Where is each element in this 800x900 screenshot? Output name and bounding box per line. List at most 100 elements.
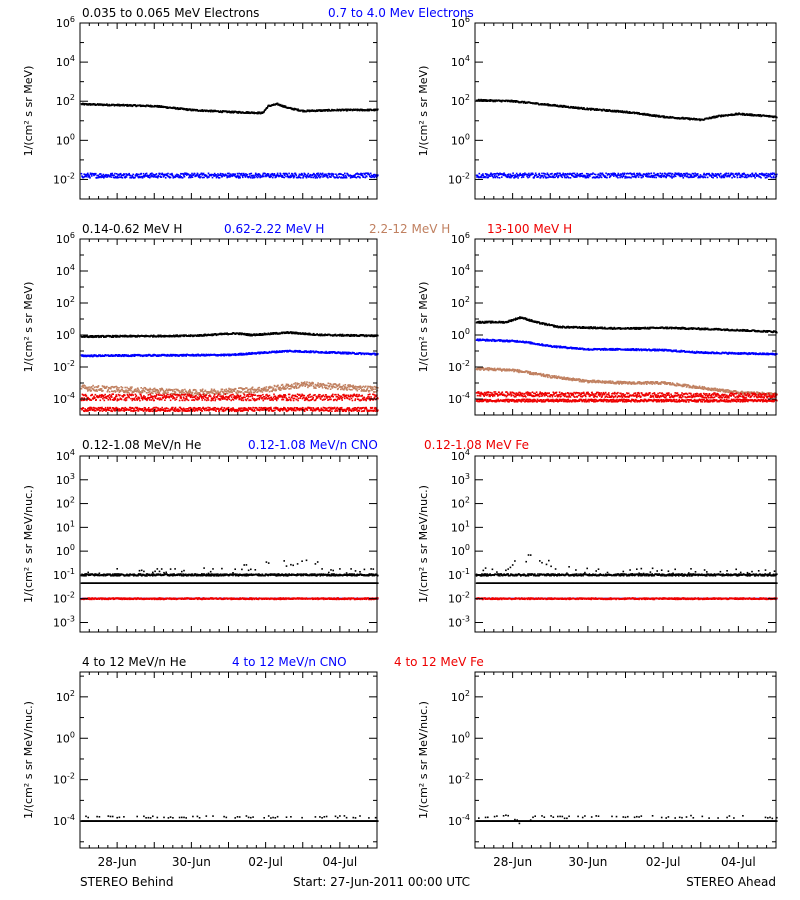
- data-point: [314, 177, 317, 179]
- data-point: [362, 385, 365, 388]
- data-point: [112, 393, 114, 395]
- data-point: [110, 104, 113, 107]
- data-point: [174, 176, 176, 179]
- data-point: [191, 109, 193, 112]
- data-point: [250, 176, 252, 179]
- data-point: [371, 176, 373, 178]
- data-point: [223, 175, 226, 177]
- data-point: [279, 173, 282, 175]
- data-point: [352, 174, 355, 177]
- data-point: [104, 393, 106, 396]
- row-electrons-label-1: 0.035 to 0.065 MeV Electrons: [82, 6, 259, 20]
- data-point: [251, 175, 253, 177]
- data-point: [621, 111, 623, 113]
- data-point: [201, 172, 203, 175]
- data-point: [331, 108, 333, 111]
- data-point: [93, 172, 96, 175]
- data-point: [294, 172, 297, 175]
- data-point: [117, 173, 119, 176]
- y-tick-label: 10-2: [448, 171, 470, 186]
- data-point: [183, 391, 185, 394]
- data-point: [103, 394, 105, 397]
- data-point: [641, 176, 643, 179]
- data-point: [581, 172, 583, 175]
- data-point: [87, 104, 90, 106]
- data-point: [374, 109, 376, 112]
- data-point: [273, 173, 276, 175]
- data-point: [527, 174, 530, 177]
- data-point: [554, 104, 556, 106]
- data-point: [250, 391, 253, 394]
- data-point: [312, 174, 314, 176]
- data-point: [671, 172, 674, 175]
- data-point: [121, 174, 123, 176]
- data-point: [108, 393, 111, 396]
- data-point: [80, 387, 83, 390]
- data-point: [720, 115, 723, 118]
- data-point: [103, 399, 106, 402]
- data-point: [283, 105, 285, 107]
- data-point: [115, 176, 118, 179]
- series-protons-1: [80, 349, 379, 358]
- data-point: [354, 176, 357, 178]
- data-point: [303, 381, 306, 383]
- data-point: [93, 174, 95, 177]
- data-point: [90, 399, 93, 401]
- data-point: [149, 105, 151, 108]
- data-point: [129, 174, 132, 177]
- data-point: [185, 109, 187, 111]
- data-point: [546, 104, 549, 106]
- data-point: [590, 109, 592, 111]
- data-point: [88, 386, 90, 388]
- data-point: [628, 112, 630, 114]
- data-point: [249, 175, 251, 177]
- data-point: [373, 108, 376, 111]
- data-point: [172, 107, 174, 110]
- data-point: [500, 99, 502, 102]
- data-point: [283, 106, 285, 108]
- data-point: [490, 173, 493, 175]
- data-point: [543, 103, 546, 105]
- data-point: [593, 108, 595, 110]
- data-point: [197, 175, 200, 177]
- data-point: [274, 385, 276, 387]
- data-point: [108, 103, 110, 106]
- data-point: [500, 173, 503, 175]
- data-point: [107, 399, 110, 401]
- data-point: [660, 176, 662, 179]
- data-point: [80, 172, 83, 175]
- data-point: [124, 386, 126, 389]
- data-point: [657, 116, 660, 118]
- data-point: [335, 173, 337, 175]
- data-point: [619, 176, 621, 179]
- data-point: [349, 389, 352, 391]
- data-point: [310, 384, 313, 387]
- data-point: [553, 105, 556, 107]
- data-point: [511, 100, 514, 102]
- data-point: [562, 173, 564, 176]
- data-point: [507, 173, 510, 175]
- data-point: [557, 176, 560, 178]
- data-point: [316, 109, 318, 111]
- data-point: [767, 175, 770, 178]
- data-point: [258, 175, 260, 178]
- data-point: [346, 109, 349, 112]
- data-point: [293, 174, 295, 177]
- data-point: [764, 177, 767, 179]
- data-point: [328, 175, 331, 178]
- data-point: [567, 176, 570, 179]
- data-point: [576, 172, 578, 175]
- data-point: [547, 176, 549, 179]
- data-point: [653, 115, 656, 117]
- data-point: [167, 172, 169, 175]
- data-point: [550, 176, 552, 178]
- data-point: [236, 175, 238, 177]
- y-tick-label: 100: [56, 132, 75, 147]
- data-point: [682, 116, 684, 119]
- data-point: [193, 172, 196, 175]
- data-point: [226, 172, 229, 175]
- data-point: [743, 113, 746, 115]
- data-point: [103, 177, 105, 179]
- data-point: [85, 175, 88, 178]
- data-point: [737, 113, 740, 115]
